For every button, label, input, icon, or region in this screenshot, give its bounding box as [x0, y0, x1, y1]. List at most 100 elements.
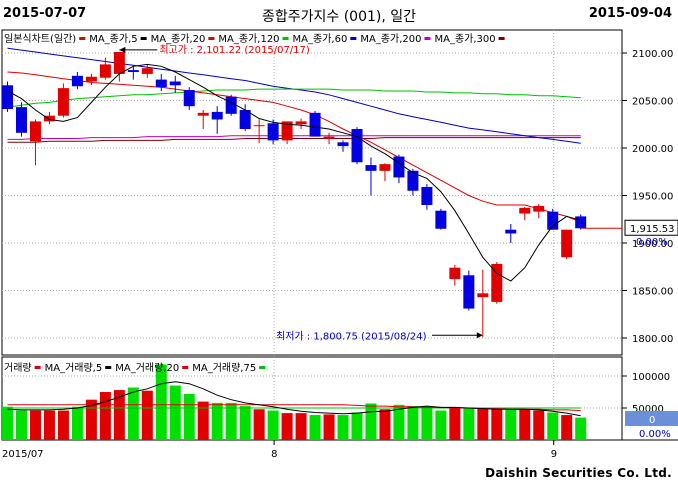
candle-body [477, 293, 489, 298]
volume-tick-label: 100000 [632, 372, 670, 383]
price-legend-swatch [498, 37, 505, 40]
candle-body [533, 205, 545, 212]
volume-bar [449, 408, 461, 440]
last-price-box [624, 219, 678, 236]
volume-bar [407, 406, 419, 440]
volume-bar [337, 415, 349, 440]
volume-bar [113, 390, 125, 440]
volume-legend-label: 거래량 [4, 362, 32, 374]
last-change-label: 0.00% [636, 237, 668, 248]
price-tick-label: 2100.00 [632, 49, 673, 60]
candle-body [85, 76, 97, 82]
x-label-start: 2015/07 [2, 449, 44, 460]
price-legend-label: MA_종가,300 [434, 33, 495, 45]
candle-body [323, 136, 335, 139]
volume-bar [421, 406, 433, 440]
candle-body [141, 68, 153, 74]
volume-bar [99, 392, 111, 440]
price-legend-swatch [350, 37, 357, 40]
candle-body [505, 229, 517, 234]
candle-body [421, 186, 433, 205]
candle-body [449, 267, 461, 280]
price-legend-label: 일본식차트(일간) [4, 33, 76, 45]
price-legend-label: MA_종가,120 [218, 33, 279, 45]
chart-header: 2015-07-07 종합주가지수 (001), 일간 2015-09-04 [0, 0, 678, 30]
candle-body [169, 81, 181, 86]
candle-body [393, 156, 405, 178]
candle-body [253, 125, 265, 127]
volume-bar [309, 415, 321, 440]
candle-body [211, 111, 223, 120]
volume-bar [477, 408, 489, 440]
candle-body [113, 52, 125, 74]
candle-body [197, 112, 209, 116]
candle-body [337, 142, 349, 147]
volume-bar [267, 410, 279, 440]
volume-bar [239, 406, 251, 440]
volume-last-label: 0 [649, 415, 655, 426]
volume-bar [253, 409, 265, 440]
candle-body [463, 275, 475, 309]
end-date: 2015-09-04 [588, 6, 672, 21]
volume-bar [393, 404, 405, 440]
ma60-line [7, 47, 581, 144]
candle-body [547, 211, 559, 230]
high-arrowhead [119, 46, 126, 53]
price-legend-swatch [140, 37, 147, 40]
volume-bar [155, 364, 167, 440]
candle-body [407, 170, 419, 191]
ma120-line [7, 88, 581, 108]
volume-legend-swatch [182, 366, 189, 369]
volume-bar [211, 402, 223, 440]
candle-body [435, 210, 447, 229]
price-tick-label: 1900.00 [632, 239, 673, 250]
x-label-end: 9 [551, 449, 557, 460]
candle-body [281, 121, 293, 141]
price-legend-swatch [424, 37, 431, 40]
volume-bar [463, 408, 475, 440]
volume-bar [365, 403, 377, 440]
volume-bar [197, 401, 209, 440]
price-tick-label: 1850.00 [632, 287, 673, 298]
low-annotation: 최저가 : 1,800.75 (2015/08/24) [276, 330, 427, 342]
volume-bar [519, 409, 531, 440]
volume-legend-label: MA_거래량,5 [45, 362, 103, 374]
price-legend-label: MA_종가,20 [151, 33, 206, 45]
volume-bar [127, 387, 139, 440]
price-legend-swatch [282, 37, 289, 40]
volume-legend-swatch [34, 366, 41, 369]
volume-bar [281, 413, 293, 440]
candle-body [239, 110, 251, 129]
candle-body [43, 115, 55, 122]
vma5-line [7, 381, 581, 417]
volume-bar [435, 410, 447, 440]
volume-bar [533, 410, 545, 440]
candle-body [99, 64, 111, 78]
candle-body [267, 123, 279, 141]
volume-bar [575, 417, 587, 440]
price-legend-label: MA_종가,200 [360, 33, 421, 45]
price-legend-label: MA_종가,60 [293, 33, 348, 45]
price-legend-swatch [79, 37, 86, 40]
volume-bar [379, 409, 391, 440]
candle-body [57, 88, 69, 116]
volume-bar [323, 414, 335, 440]
volume-bar [491, 408, 503, 440]
volume-legend-swatch [105, 366, 112, 369]
ma20-line [7, 71, 581, 223]
price-tick-label: 2050.00 [632, 97, 673, 108]
volume-legend-label: MA_거래량,20 [115, 362, 179, 374]
volume-legend-swatch [259, 366, 266, 369]
volume-bar [547, 412, 559, 440]
price-legend-label: MA_종가,5 [89, 33, 137, 45]
volume-bar [15, 410, 27, 440]
high-annotation: 최고가 : 2,101.22 (2015/07/17) [159, 44, 310, 56]
volume-bar [141, 390, 153, 440]
candle-body [15, 107, 27, 133]
volume-bar [169, 385, 181, 440]
volume-legend-label: MA_거래량,75 [192, 362, 256, 374]
candle-body [71, 75, 83, 87]
start-date: 2015-07-07 [3, 6, 87, 21]
price-tick-label: 2000.00 [632, 144, 673, 155]
